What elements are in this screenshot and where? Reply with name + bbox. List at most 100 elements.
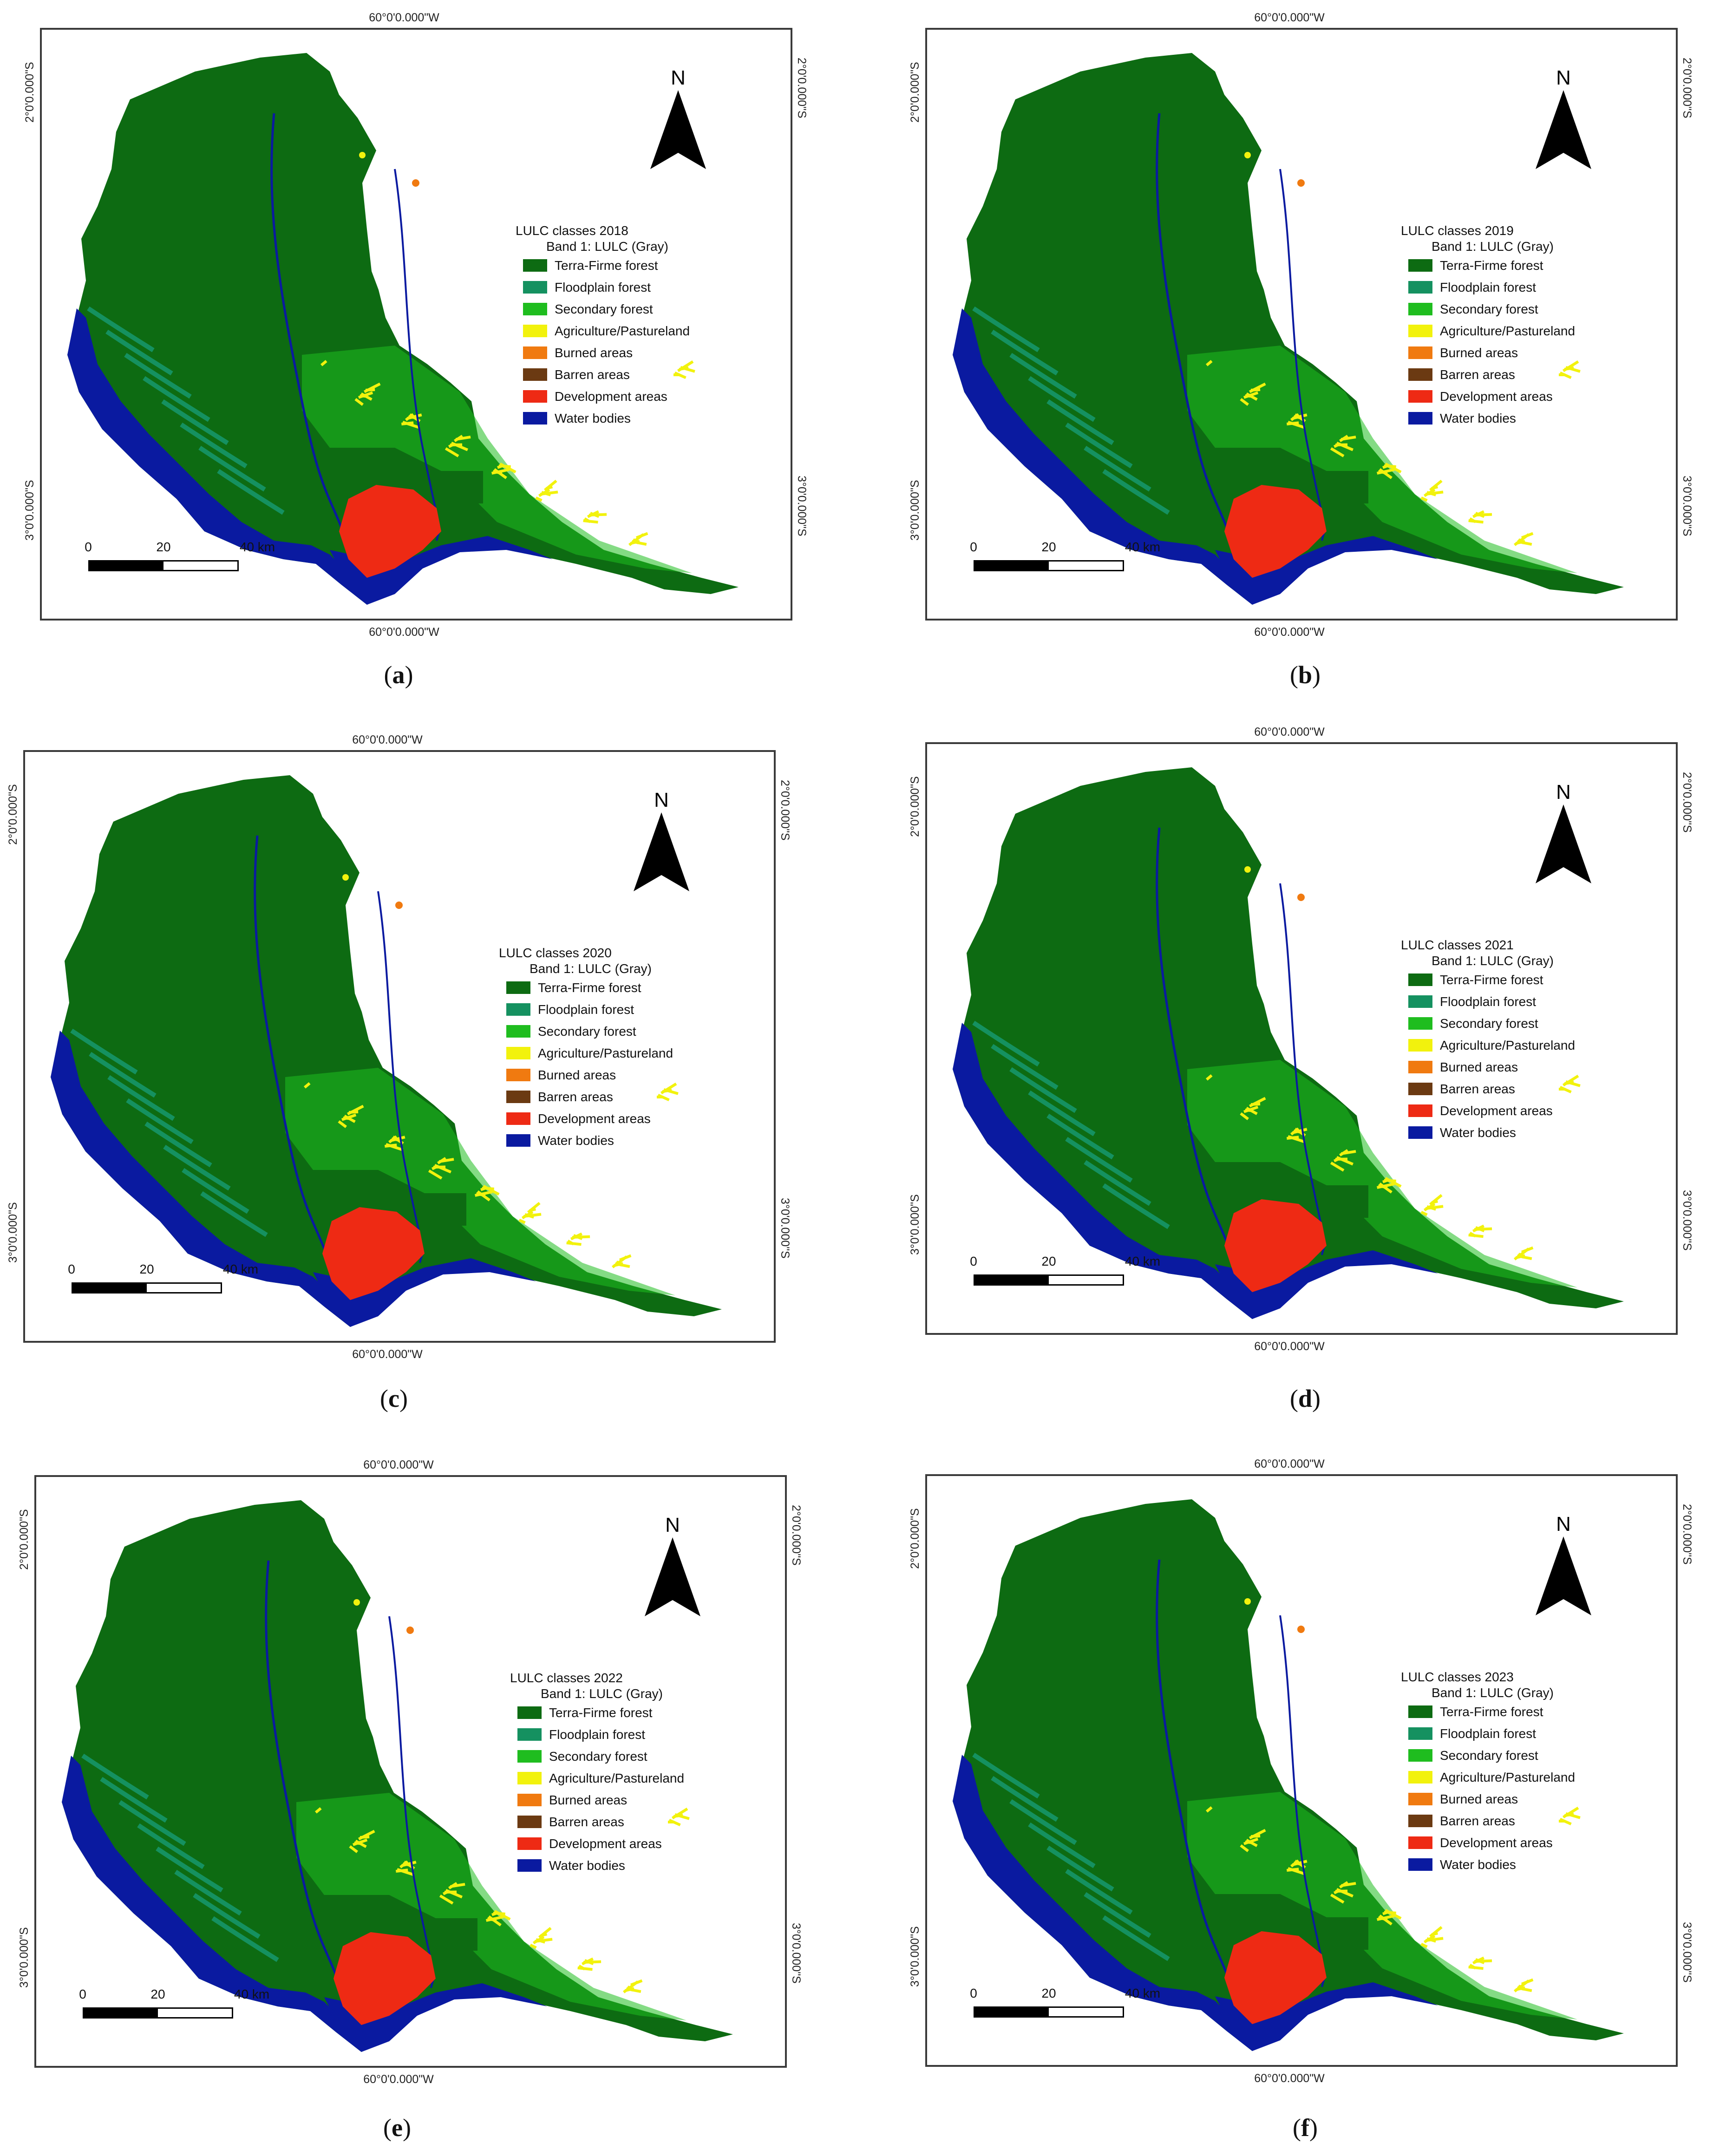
- legend-swatch: [517, 1794, 542, 1806]
- legend-label: Secondary forest: [1440, 1748, 1538, 1763]
- legend-label: Development areas: [555, 389, 667, 404]
- scale-tick-label: 40 km: [1125, 1254, 1161, 1268]
- legend-band: Band 1: LULC (Gray): [1432, 954, 1554, 968]
- legend-item: Development areas: [1401, 1832, 1652, 1854]
- legend-label: Terra-Firme forest: [555, 258, 658, 273]
- legend-swatch: [1408, 346, 1432, 359]
- north-arrow: N: [1531, 1513, 1596, 1620]
- longitude-label-top: 60°0'0.000"W: [1254, 1457, 1325, 1470]
- burned-patch: [406, 1627, 414, 1634]
- secondary-forest-region: [296, 1793, 687, 2020]
- legend-label: Terra-Firme forest: [1440, 258, 1543, 273]
- longitude-label-bottom: 60°0'0.000"W: [352, 1348, 423, 1361]
- legend-label: Agriculture/Pastureland: [1440, 1038, 1576, 1052]
- legend-item: Development areas: [499, 1108, 750, 1130]
- development-area: [1224, 1199, 1327, 1292]
- legend-label: Agriculture/Pastureland: [1440, 323, 1576, 338]
- scale-bar: 0 20 40 km: [79, 1987, 269, 2024]
- longitude-label-top: 60°0'0.000"W: [1254, 725, 1325, 738]
- lulc-map: [953, 53, 1624, 605]
- legend-item: Terra-Firme forest: [510, 1702, 761, 1724]
- latitude-south-left: 3°0'0.000"S: [909, 1194, 922, 1255]
- development-area: [333, 1932, 436, 2025]
- legend-label: Development areas: [538, 1111, 651, 1126]
- panel-caption-letter: e: [392, 2114, 403, 2142]
- legend-swatch: [523, 281, 547, 294]
- forest-reserve: [1327, 1917, 1368, 1950]
- latitude-south-right: 3°0'0.000"S: [1680, 1922, 1693, 1983]
- water-west: [62, 1756, 361, 2052]
- scale-tick-label: 40 km: [239, 540, 275, 554]
- legend-label: Agriculture/Pastureland: [1440, 1770, 1576, 1784]
- terra-firme-region: [67, 53, 739, 605]
- legend-swatch: [1408, 1705, 1432, 1718]
- scale-tick-label: 0: [85, 540, 92, 554]
- scale-bar: 0 20 40 km: [970, 1986, 1160, 2023]
- longitude-label-bottom: 60°0'0.000"W: [1254, 1340, 1325, 1353]
- legend-item: Barren areas: [1401, 1078, 1652, 1100]
- scale-tick-label: 0: [79, 1987, 86, 2001]
- agriculture-patches: [1206, 1806, 1581, 1993]
- floodplain-forest: [972, 1752, 1170, 1961]
- legend-label: Terra-Firme forest: [549, 1705, 653, 1720]
- north-arrow-icon: [1536, 90, 1591, 169]
- legend-item: Water bodies: [499, 1130, 750, 1151]
- latitude-south-right: 3°0'0.000"S: [778, 1198, 791, 1259]
- lulc-map: [953, 1499, 1624, 2051]
- panel-caption-letter: d: [1298, 1385, 1313, 1412]
- legend-item: Floodplain forest: [510, 1724, 761, 1745]
- panel-caption: (c): [380, 1385, 408, 1412]
- agriculture-patches: [1206, 360, 1581, 546]
- north-arrow-icon: [634, 812, 689, 891]
- latitude-south-right: 3°0'0.000"S: [790, 1923, 803, 1984]
- scale-tick-label: 20: [139, 1262, 154, 1276]
- scale-bar-fill: [975, 2008, 1049, 2016]
- legend-item: Secondary forest: [499, 1020, 750, 1042]
- legend-label: Barren areas: [555, 367, 630, 382]
- legend-swatch: [506, 1091, 530, 1103]
- development-area: [322, 1207, 425, 1300]
- latitude-south-left: 3°0'0.000"S: [909, 1926, 922, 1987]
- legend-title: LULC classes 2023: [1401, 1670, 1514, 1684]
- latitude-north-right: 2°0'0.000"S: [790, 1505, 803, 1566]
- north-label: N: [1556, 1513, 1571, 1535]
- legend-swatch: [517, 1859, 542, 1872]
- legend-label: Floodplain forest: [538, 1002, 634, 1017]
- water-south: [313, 1258, 536, 1327]
- scale-tick-label: 20: [1041, 1254, 1056, 1268]
- scale-bar-graphic: [88, 560, 239, 571]
- legend-label: Agriculture/Pastureland: [538, 1045, 673, 1060]
- legend-label: Agriculture/Pastureland: [555, 323, 690, 338]
- legend-item: Agriculture/Pastureland: [1401, 1766, 1652, 1788]
- legend-label: Water bodies: [1440, 1125, 1516, 1140]
- legend-item: Burned areas: [516, 342, 766, 364]
- longitude-label-bottom: 60°0'0.000"W: [363, 2073, 434, 2086]
- legend-swatch: [1408, 1083, 1432, 1095]
- legend-swatch: [506, 1025, 530, 1038]
- map-panel-2019: 60°0'0.000"W 60°0'0.000"W 2°0'0.000"S 2°0'0…: [909, 11, 1693, 639]
- north-arrow-icon: [1536, 804, 1591, 883]
- forest-reserve: [1327, 1185, 1368, 1218]
- legend-swatch: [517, 1706, 542, 1719]
- legend-label: Agriculture/Pastureland: [549, 1771, 685, 1785]
- water-south: [1215, 1982, 1438, 2051]
- legend-item: Agriculture/Pastureland: [1401, 320, 1652, 342]
- map-panel-2021: 60°0'0.000"W 60°0'0.000"W 2°0'0.000"S 2°0'0…: [909, 725, 1693, 1353]
- scale-tick-label: 0: [970, 1254, 977, 1268]
- legend-swatch: [1408, 1017, 1432, 1030]
- latitude-north-left: 2°0'0.000"S: [7, 784, 20, 845]
- legend-label: Water bodies: [555, 411, 631, 425]
- legend-band: Band 1: LULC (Gray): [546, 239, 668, 254]
- legend-swatch: [517, 1816, 542, 1828]
- scale-bar: 0 20 40 km: [85, 540, 275, 577]
- terra-firme-region: [953, 53, 1624, 605]
- scale-tick-label: 20: [150, 1987, 165, 2001]
- legend-swatch: [1408, 325, 1432, 337]
- water-south: [1215, 536, 1438, 605]
- legend-label: Floodplain forest: [1440, 1726, 1536, 1741]
- legend-swatch: [1408, 412, 1432, 425]
- panel-caption-letter: b: [1298, 661, 1313, 689]
- legend-label: Floodplain forest: [1440, 280, 1536, 294]
- development-area: [1224, 1931, 1327, 2024]
- legend: LULC classes 2019 Band 1: LULC (Gray) Terr…: [1401, 223, 1652, 429]
